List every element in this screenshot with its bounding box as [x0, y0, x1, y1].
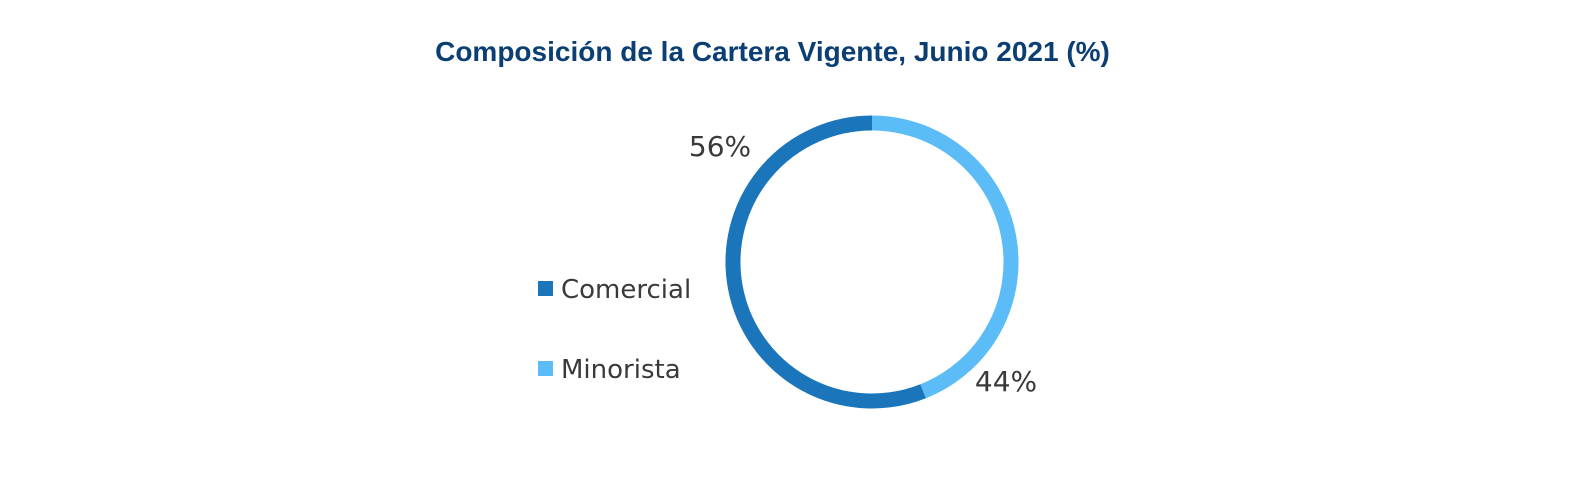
legend-item-comercial: Comercial — [538, 270, 691, 310]
legend-item-minorista: Minorista — [538, 350, 681, 390]
donut-slice-comercial — [725, 115, 926, 409]
legend-swatch-comercial — [538, 281, 553, 296]
legend-swatch-minorista — [538, 361, 553, 376]
data-label-minorista: 44% — [975, 365, 1037, 398]
legend-label-comercial: Comercial — [561, 275, 692, 305]
legend-label-minorista: Minorista — [561, 355, 681, 385]
data-label-comercial: 56% — [689, 130, 751, 163]
chart-title: Composición de la Cartera Vigente, Junio… — [435, 36, 1110, 67]
donut-slice-minorista — [871, 115, 1019, 399]
